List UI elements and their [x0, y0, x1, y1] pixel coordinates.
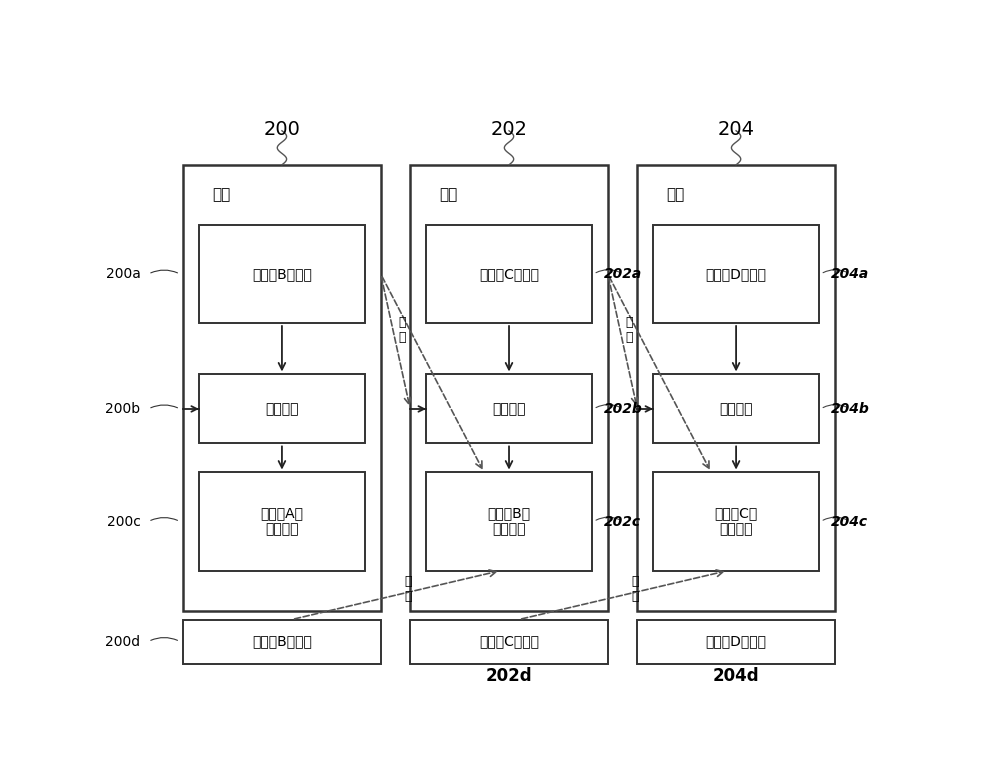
Text: 202a: 202a: [604, 267, 642, 281]
Text: 使用者C的私鉅: 使用者C的私鉅: [479, 635, 539, 648]
Text: 签
名: 签 名: [631, 575, 639, 604]
Text: 202: 202: [491, 120, 528, 139]
Text: 验
证: 验 证: [398, 315, 405, 344]
Text: 使用者B的公鉅: 使用者B的公鉅: [252, 267, 312, 281]
Bar: [426, 472, 592, 571]
Text: 204: 204: [718, 120, 755, 139]
Text: 杂湑函数: 杂湑函数: [719, 402, 753, 416]
Bar: [426, 225, 592, 323]
Bar: [183, 165, 381, 610]
Bar: [410, 165, 608, 610]
Text: 使用者C的公鉅: 使用者C的公鉅: [479, 267, 539, 281]
Text: 使用者A的
数字签章: 使用者A的 数字签章: [260, 507, 303, 536]
Text: 204a: 204a: [831, 267, 869, 281]
Bar: [183, 620, 381, 664]
Text: 签
名: 签 名: [404, 575, 412, 604]
Bar: [637, 165, 835, 610]
Text: 200a: 200a: [106, 267, 140, 281]
Bar: [410, 620, 608, 664]
Text: 验
证: 验 证: [625, 315, 633, 344]
Text: 使用者B的私鉅: 使用者B的私鉅: [252, 635, 312, 648]
Bar: [199, 472, 365, 571]
Bar: [199, 225, 365, 323]
Text: 200b: 200b: [105, 402, 140, 416]
Bar: [426, 374, 592, 443]
Text: 杂湑函数: 杂湑函数: [265, 402, 299, 416]
Bar: [653, 374, 819, 443]
Text: 202c: 202c: [604, 514, 641, 529]
Text: 交易: 交易: [667, 187, 685, 202]
Text: 202d: 202d: [486, 668, 532, 686]
Text: 200: 200: [264, 120, 300, 139]
Text: 使用者D的私鉅: 使用者D的私鉅: [706, 635, 767, 648]
Bar: [653, 472, 819, 571]
Text: 204d: 204d: [713, 668, 759, 686]
Text: 使用者D的公鉅: 使用者D的公鉅: [706, 267, 767, 281]
Bar: [653, 225, 819, 323]
Text: 使用者B的
数字签章: 使用者B的 数字签章: [487, 507, 531, 536]
Text: 200d: 200d: [105, 635, 140, 648]
Bar: [199, 374, 365, 443]
Text: 200c: 200c: [107, 514, 140, 529]
Text: 交易: 交易: [213, 187, 231, 202]
Text: 204b: 204b: [831, 402, 869, 416]
Text: 204c: 204c: [831, 514, 868, 529]
Text: 杂湑函数: 杂湑函数: [492, 402, 526, 416]
Text: 交易: 交易: [440, 187, 458, 202]
Text: 使用者C的
数字签章: 使用者C的 数字签章: [714, 507, 758, 536]
Text: 202b: 202b: [604, 402, 642, 416]
Bar: [637, 620, 835, 664]
